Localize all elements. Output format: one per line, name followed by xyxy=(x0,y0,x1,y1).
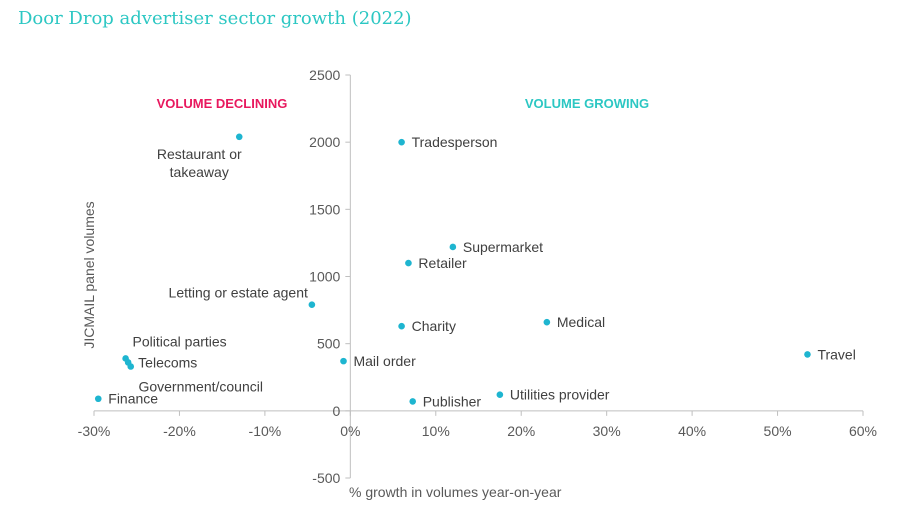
point-label-line: Utilities provider xyxy=(510,387,610,403)
data-point xyxy=(449,243,457,251)
point-label-line: Telecoms xyxy=(138,354,197,370)
data-point xyxy=(409,398,417,405)
point-label: Telecoms xyxy=(138,354,197,370)
data-point xyxy=(543,318,551,326)
axes xyxy=(93,74,864,479)
point-label-line: Tradesperson xyxy=(412,134,498,150)
y-axis-label: JICMAIL panel volumes xyxy=(81,201,97,348)
point-label-line: Publisher xyxy=(423,393,482,409)
point-label: Charity xyxy=(412,318,456,334)
point-label-line: Charity xyxy=(412,318,456,334)
point-label: Mail order xyxy=(353,353,416,369)
x-tick-label: 20% xyxy=(507,423,535,439)
point-label: Restaurant or takeaway xyxy=(157,146,242,180)
y-tick-label: 2500 xyxy=(309,67,340,83)
tick-labels: -30% -20% -10% 0% 10% 20% 30% 40% 50% 60% -500 0 500… xyxy=(78,67,877,486)
data-point xyxy=(405,259,412,267)
data-point xyxy=(398,138,405,146)
y-tick-label: -500 xyxy=(312,470,340,486)
point-label-line: Medical xyxy=(557,314,605,330)
point-label: Utilities provider xyxy=(510,387,610,403)
y-tick-label: 0 xyxy=(333,403,341,419)
point-label: Travel xyxy=(817,346,855,362)
data-point xyxy=(340,357,347,365)
x-axis-label: % growth in volumes year-on-year xyxy=(349,484,562,500)
point-label: Retailer xyxy=(418,255,467,271)
x-tick-label: -10% xyxy=(249,423,282,439)
point-label-line: Political parties xyxy=(133,333,227,349)
x-tick-label: 50% xyxy=(764,423,792,439)
point-label: Finance xyxy=(108,391,158,407)
quadrant-label-growing: VOLUME GROWING xyxy=(525,96,649,111)
point-label-line: Government/council xyxy=(138,379,263,395)
x-tick-label: 60% xyxy=(849,423,877,439)
point-labels: Restaurant or takeaway Tradesperson Superma… xyxy=(108,134,856,409)
point-label-line: Restaurant or xyxy=(157,146,242,162)
point-label: Political parties xyxy=(133,333,227,349)
data-point xyxy=(308,301,316,309)
point-label-line: Letting or estate agent xyxy=(169,285,308,301)
chart-title: Door Drop advertiser sector growth (2022… xyxy=(18,8,412,29)
point-label-line: Mail order xyxy=(353,353,416,369)
y-tick-label: 2000 xyxy=(309,134,340,150)
point-label: Tradesperson xyxy=(412,134,498,150)
x-tick-label: 10% xyxy=(422,423,450,439)
point-label-line: Supermarket xyxy=(463,239,543,255)
x-tick-label: 30% xyxy=(593,423,621,439)
point-label-line: Retailer xyxy=(418,255,467,271)
y-tick-label: 1000 xyxy=(309,269,340,285)
y-tick-label: 1500 xyxy=(309,201,340,217)
point-label: Medical xyxy=(557,314,605,330)
data-point xyxy=(94,395,102,403)
data-point xyxy=(127,363,135,370)
point-label: Letting or estate agent xyxy=(169,285,308,301)
x-tick-label: 0% xyxy=(340,423,360,439)
data-point xyxy=(496,391,504,399)
x-tick-label: -20% xyxy=(163,423,196,439)
x-tick-label: -30% xyxy=(78,423,111,439)
data-points xyxy=(94,133,811,405)
data-point xyxy=(804,351,811,358)
data-point xyxy=(235,133,243,141)
y-tick-label: 500 xyxy=(317,336,341,352)
quadrant-label-declining: VOLUME DECLINING xyxy=(157,96,288,111)
point-label-line: Travel xyxy=(817,346,855,362)
point-label-line: Finance xyxy=(108,391,158,407)
point-label: Government/council xyxy=(138,379,263,395)
point-label: Supermarket xyxy=(463,239,543,255)
data-point xyxy=(398,322,405,330)
x-tick-label: 40% xyxy=(678,423,706,439)
point-label-line: takeaway xyxy=(170,164,229,180)
point-label: Publisher xyxy=(423,393,482,409)
